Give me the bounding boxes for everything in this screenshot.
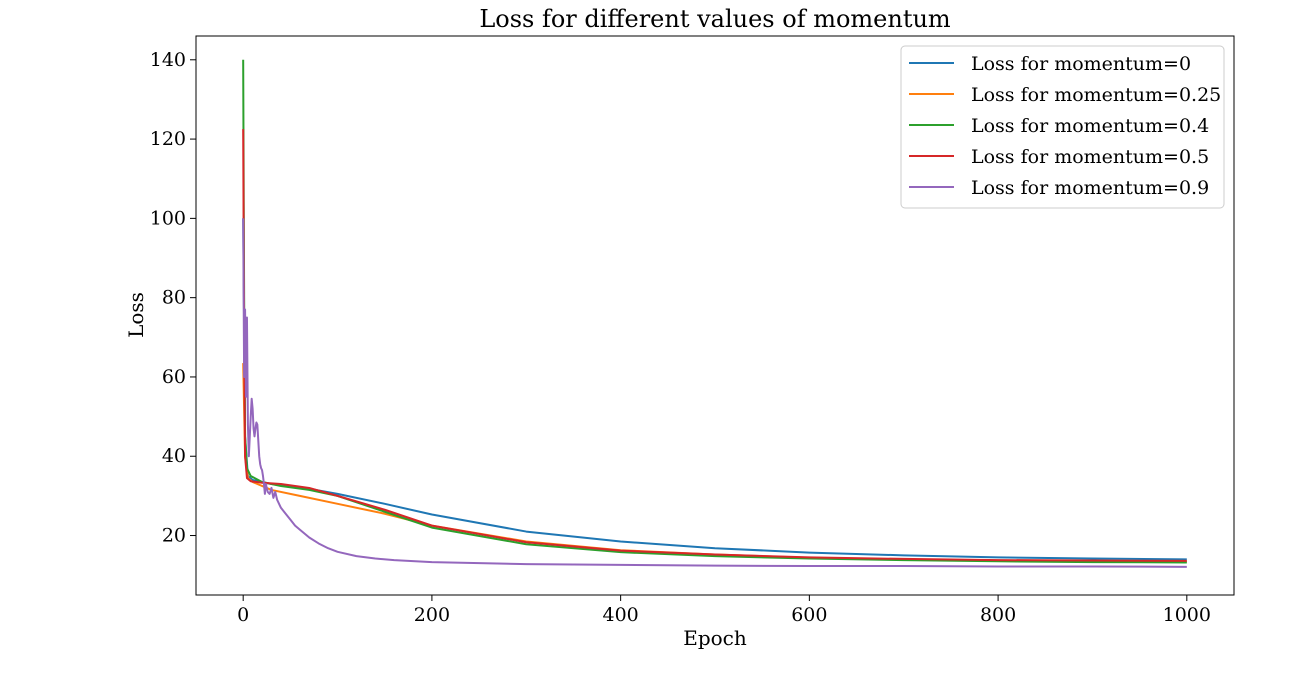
y-tick-label: 20	[162, 525, 186, 547]
legend-items: Loss for momentum=0 Loss for momentum=0.2…	[909, 53, 1221, 199]
x-tick-label: 1000	[1163, 604, 1211, 626]
x-tick-label: 0	[237, 604, 249, 626]
y-tick-label: 40	[162, 445, 186, 467]
series-layer	[242, 59, 1187, 568]
y-tick-label: 140	[150, 49, 186, 71]
series-line-1	[242, 363, 1187, 563]
legend-label-0: Loss for momentum=0	[971, 53, 1191, 75]
x-axis: 0 200 400 600 800 1000	[237, 595, 1211, 626]
y-tick-label: 100	[150, 207, 186, 229]
x-axis-label: Epoch	[683, 626, 747, 650]
chart-title: Loss for different values of momentum	[479, 5, 951, 33]
plot-frame	[195, 35, 1235, 596]
y-axis: 20 40 60 80 100 120 140	[150, 49, 196, 547]
y-tick-label: 80	[162, 287, 186, 309]
series-line-3	[242, 129, 1187, 562]
y-tick-label: 60	[162, 366, 186, 388]
legend: Loss for momentum=0 Loss for momentum=0.2…	[900, 45, 1225, 209]
x-tick-label: 200	[414, 604, 450, 626]
x-tick-label: 800	[980, 604, 1016, 626]
legend-label-3: Loss for momentum=0.5	[971, 146, 1209, 168]
series-line-4	[242, 218, 1187, 568]
x-tick-label: 400	[603, 604, 639, 626]
y-axis-label: Loss	[124, 292, 148, 338]
legend-label-4: Loss for momentum=0.9	[971, 177, 1209, 199]
y-tick-label: 120	[150, 128, 186, 150]
x-tick-label: 600	[791, 604, 827, 626]
legend-label-2: Loss for momentum=0.4	[971, 115, 1209, 137]
legend-box	[900, 45, 1225, 209]
legend-label-1: Loss for momentum=0.25	[971, 84, 1221, 106]
series-line-0	[242, 218, 1187, 561]
